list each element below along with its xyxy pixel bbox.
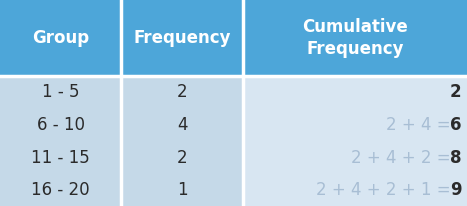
Text: 11 - 15: 11 - 15 bbox=[31, 149, 90, 167]
Bar bbox=[0, 174, 121, 206]
Bar bbox=[121, 174, 243, 206]
Text: 8: 8 bbox=[450, 149, 461, 167]
Bar bbox=[243, 0, 467, 76]
Text: 2: 2 bbox=[177, 149, 187, 167]
Bar bbox=[243, 109, 467, 141]
Text: 6 - 10: 6 - 10 bbox=[37, 116, 85, 134]
Text: 1: 1 bbox=[177, 181, 187, 199]
Bar bbox=[0, 141, 121, 174]
Text: Cumulative
Frequency: Cumulative Frequency bbox=[302, 18, 408, 58]
Bar bbox=[0, 76, 121, 109]
Text: 2: 2 bbox=[450, 83, 461, 102]
Bar bbox=[121, 141, 243, 174]
Text: 2 + 4 =: 2 + 4 = bbox=[387, 116, 451, 134]
Text: 1 - 5: 1 - 5 bbox=[42, 83, 79, 102]
Bar bbox=[243, 174, 467, 206]
Bar bbox=[0, 0, 121, 76]
Text: Frequency: Frequency bbox=[134, 29, 231, 47]
Bar bbox=[243, 76, 467, 109]
Text: 16 - 20: 16 - 20 bbox=[31, 181, 90, 199]
Bar bbox=[121, 76, 243, 109]
Text: 2 + 4 + 2 =: 2 + 4 + 2 = bbox=[352, 149, 451, 167]
Text: 2: 2 bbox=[177, 83, 187, 102]
Text: 2 + 4 + 2 + 1 =: 2 + 4 + 2 + 1 = bbox=[317, 181, 451, 199]
Bar bbox=[121, 0, 243, 76]
Text: 6: 6 bbox=[450, 116, 461, 134]
Text: 4: 4 bbox=[177, 116, 187, 134]
Text: Group: Group bbox=[32, 29, 89, 47]
Bar bbox=[121, 109, 243, 141]
Text: 9: 9 bbox=[450, 181, 461, 199]
Bar bbox=[0, 109, 121, 141]
Bar bbox=[243, 141, 467, 174]
